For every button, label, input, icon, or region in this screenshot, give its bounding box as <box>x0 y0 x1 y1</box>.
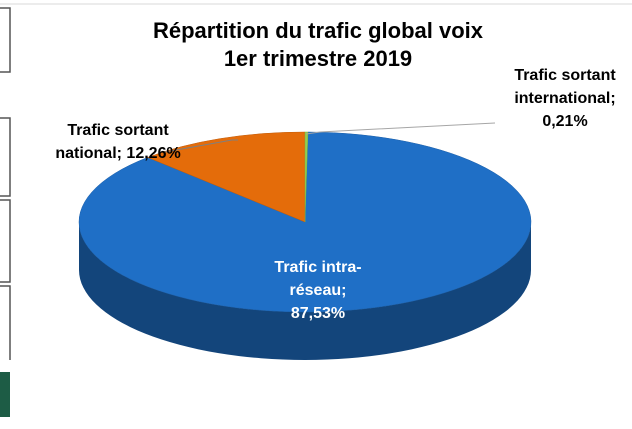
data-label: Trafic intra-réseau; 87,53% <box>274 259 361 322</box>
data-label-line: 87,53% <box>291 305 345 322</box>
labels: Trafic intra-réseau; 87,53% Trafic sortant… <box>55 67 616 322</box>
slice <box>146 131 306 223</box>
data-label-line: réseau; <box>290 282 347 299</box>
chart-title: 1er trimestre 2019 <box>224 46 412 71</box>
leader-line <box>305 122 496 135</box>
data-label-line: Trafic sortant <box>67 122 169 139</box>
slice <box>304 131 309 223</box>
data-label: Trafic sortant international; 0,21% <box>514 67 616 130</box>
leader-line <box>164 139 238 153</box>
pie-tops <box>78 131 532 313</box>
frame-fragment <box>0 372 10 417</box>
pie <box>78 131 532 360</box>
frame-fragments <box>0 7 11 360</box>
data-label: Trafic sortant national; 12,26% <box>55 122 180 162</box>
slice-side <box>79 222 531 360</box>
data-label-line: international; <box>514 90 615 107</box>
pie-sides <box>79 222 531 360</box>
data-label-line: Trafic intra- <box>274 259 361 276</box>
data-label-line: Trafic sortant <box>514 67 616 84</box>
chart-title: Répartition du trafic global voix <box>153 18 484 43</box>
data-label-line: 0,21% <box>542 113 587 130</box>
data-label-line: national; 12,26% <box>55 145 180 162</box>
